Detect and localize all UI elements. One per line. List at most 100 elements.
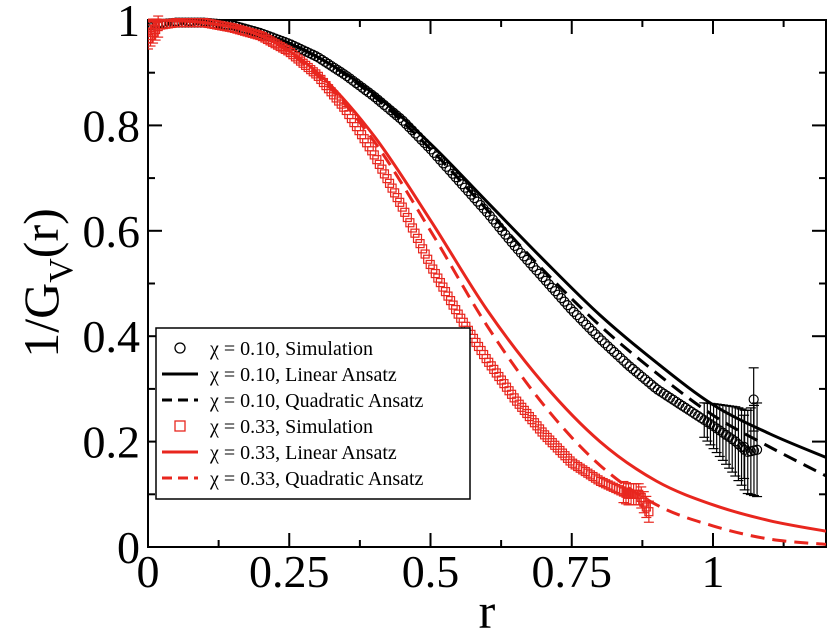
data-point: [567, 458, 578, 468]
data-point: [392, 192, 402, 203]
data-point: [415, 239, 425, 249]
data-point: [552, 443, 562, 453]
data-point: [537, 272, 548, 283]
data-point: [540, 275, 551, 286]
data-point: [395, 197, 405, 207]
data-point: [374, 159, 384, 169]
legend-item: χ = 0.10, Quadratic Ansatz: [162, 390, 424, 412]
series-2: [148, 18, 826, 478]
legend-label: χ = 0.33, Simulation: [209, 416, 373, 438]
data-point: [377, 164, 387, 174]
legend-label: χ = 0.33, Quadratic Ansatz: [209, 468, 424, 490]
data-point: [512, 396, 522, 406]
y-tick-label: 0.6: [83, 206, 141, 257]
data-point: [438, 158, 449, 169]
series-line: [148, 18, 826, 478]
data-point: [532, 421, 542, 431]
series-4: [148, 18, 826, 533]
legend-swatch: [174, 420, 186, 432]
data-point: [562, 453, 573, 463]
data-point: [472, 196, 483, 207]
data-point: [525, 258, 536, 269]
data-point: [574, 313, 586, 324]
data-point: [646, 379, 657, 390]
x-tick-label: 1: [702, 546, 725, 597]
data-point: [581, 319, 592, 330]
series-line: [148, 18, 826, 533]
data-point: [447, 168, 458, 179]
data-point: [372, 155, 382, 165]
legend-item: χ = 0.10, Simulation: [174, 338, 373, 360]
data-point: [570, 460, 580, 470]
data-point: [517, 402, 527, 412]
data-point: [555, 445, 565, 456]
data-point: [640, 374, 651, 385]
legend-label: χ = 0.33, Linear Ansatz: [209, 442, 397, 464]
data-point: [557, 448, 568, 458]
data-point: [547, 438, 557, 448]
legend: χ = 0.10, Simulation χ = 0.10, Linear Ans…: [155, 327, 471, 500]
data-point: [562, 300, 573, 311]
series-layer: [148, 15, 826, 546]
data-point: [534, 268, 545, 279]
data-point: [524, 411, 534, 422]
data-point: [369, 150, 379, 160]
x-tick-label: 0.5: [402, 546, 460, 597]
svg-text:1/GV(r): 1/GV(r): [13, 208, 80, 358]
data-point: [469, 193, 480, 204]
data-point: [444, 165, 455, 176]
legend-item: χ = 0.33, Quadratic Ansatz: [162, 468, 424, 490]
data-point: [519, 405, 529, 416]
data-point: [531, 265, 542, 276]
data-point: [475, 199, 486, 211]
y-axis-title-main: 1/G: [13, 283, 69, 358]
data-point: [405, 218, 415, 228]
data-point: [441, 161, 452, 172]
data-point: [384, 178, 395, 188]
data-point: [462, 186, 474, 197]
data-point: [466, 189, 477, 200]
data-point: [565, 303, 576, 314]
data-point: [590, 329, 601, 340]
data-point: [588, 471, 598, 482]
data-point: [630, 366, 641, 377]
data-point: [390, 188, 400, 198]
legend-swatch: [174, 342, 186, 354]
data-point: [509, 393, 519, 403]
data-point: [571, 309, 582, 321]
data-point: [459, 182, 471, 193]
data-point: [382, 174, 392, 184]
data-point: [423, 254, 433, 264]
data-point: [456, 179, 467, 190]
data-point: [615, 352, 626, 363]
data-point: [410, 228, 420, 238]
y-tick-labels: 0 0.2 0.4 0.6 0.8 1: [83, 0, 141, 573]
data-point: [537, 427, 547, 437]
data-point: [583, 468, 593, 478]
data-point: [609, 346, 620, 358]
data-point: [621, 358, 632, 369]
data-point: [580, 466, 590, 477]
legend-item: χ = 0.33, Simulation: [174, 416, 373, 438]
data-point: [568, 306, 579, 317]
y-tick-label: 0.8: [83, 100, 141, 151]
data-point: [407, 223, 418, 233]
data-point: [643, 376, 654, 388]
legend-item: χ = 0.10, Linear Ansatz: [162, 364, 397, 386]
legend-label: χ = 0.10, Quadratic Ansatz: [209, 390, 424, 412]
data-point: [527, 415, 537, 425]
data-point: [602, 341, 614, 352]
y-axis-title: 1/GV(r): [13, 208, 80, 358]
data-point: [450, 172, 461, 183]
data-point: [596, 335, 607, 346]
data-point: [542, 432, 552, 443]
data-point: [556, 293, 567, 304]
data-point: [379, 169, 390, 179]
data-point: [387, 183, 397, 193]
data-point: [543, 279, 554, 290]
x-tick-label: 0.75: [532, 546, 613, 597]
legend-box: [155, 327, 471, 500]
data-point: [400, 207, 410, 217]
data-point: [148, 33, 153, 44]
